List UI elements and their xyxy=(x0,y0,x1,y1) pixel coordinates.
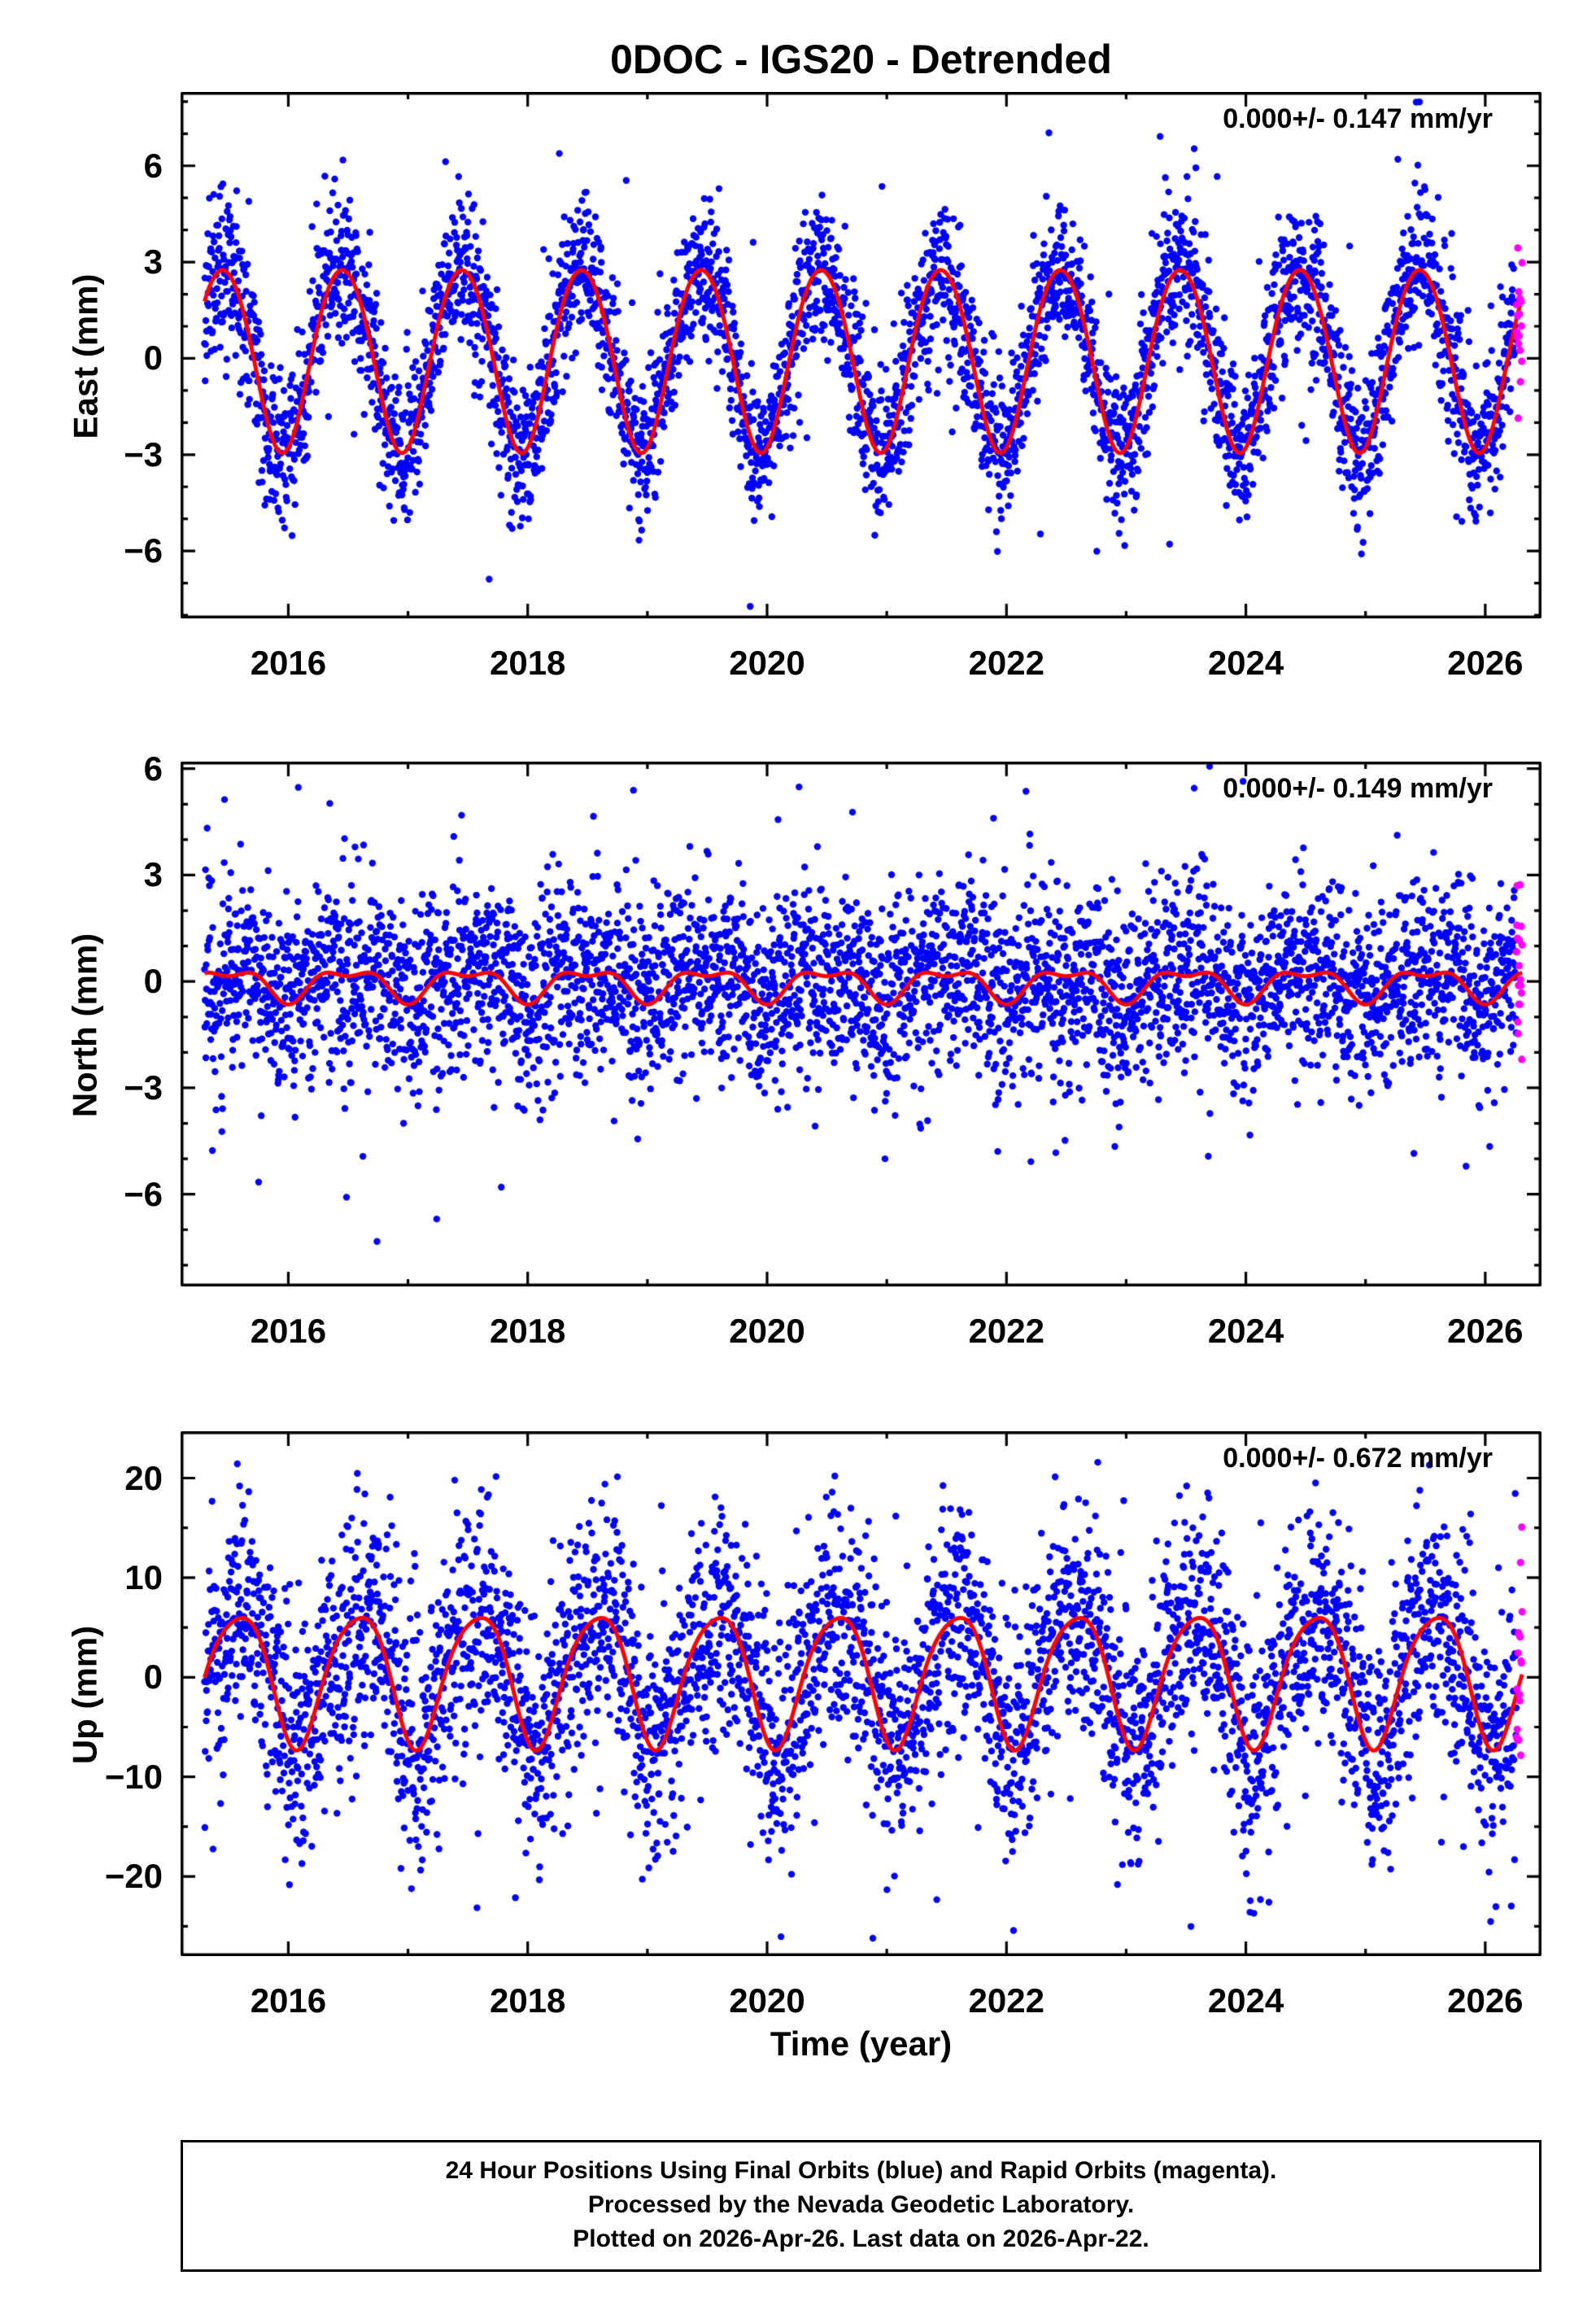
east-panel-plot xyxy=(181,92,1541,618)
plot-title: 0DOC - IGS20 - Detrended xyxy=(610,37,1112,82)
y-tick-label: 6 xyxy=(143,146,163,185)
y-tick-label: 20 xyxy=(124,1458,163,1497)
footer-line-processed-by: Processed by the Nevada Geodetic Laborat… xyxy=(587,2191,1135,2218)
y-tick-label: 0 xyxy=(143,962,163,1001)
north-rate-annotation: 0.000+/- 0.149 mm/yr xyxy=(1223,773,1493,804)
y-tick-label: −3 xyxy=(124,1068,163,1107)
x-tick-label: 2020 xyxy=(729,1312,805,1350)
east-rate-annotation: 0.000+/- 0.147 mm/yr xyxy=(1223,103,1493,134)
y-tick-label: −20 xyxy=(104,1857,163,1896)
x-tick-label: 2026 xyxy=(1447,1312,1524,1350)
footer-line-orbits: 24 Hour Positions Using Final Orbits (bl… xyxy=(445,2157,1277,2184)
x-tick-label: 2022 xyxy=(968,644,1044,682)
x-tick-label: 2016 xyxy=(250,644,327,682)
up-panel-plot xyxy=(181,1431,1541,1956)
y-tick-label: 0 xyxy=(143,338,163,378)
x-tick-label: 2020 xyxy=(729,1981,805,2020)
x-tick-label: 2024 xyxy=(1207,644,1284,682)
x-tick-label: 2026 xyxy=(1447,1981,1524,2020)
y-tick-label: 3 xyxy=(143,855,163,894)
y-tick-label: −10 xyxy=(104,1757,163,1796)
x-axis-label: Time (year) xyxy=(770,2024,953,2063)
x-tick-label: 2018 xyxy=(489,1981,566,2020)
footer-note: 24 Hour Positions Using Final Orbits (bl… xyxy=(181,2140,1541,2272)
x-tick-label: 2022 xyxy=(968,1312,1044,1350)
y-tick-label: 0 xyxy=(143,1657,163,1697)
x-tick-label: 2022 xyxy=(968,1981,1044,2020)
x-tick-label: 2024 xyxy=(1207,1312,1284,1350)
y-tick-label: 10 xyxy=(124,1557,163,1596)
north-panel-plot xyxy=(181,762,1541,1286)
x-tick-label: 2020 xyxy=(729,644,805,682)
y-tick-label: 3 xyxy=(143,242,163,282)
x-tick-label: 2024 xyxy=(1207,1981,1284,2020)
y-tick-label: −3 xyxy=(124,435,163,474)
y-tick-label: 6 xyxy=(143,749,163,788)
y-tick-label: −6 xyxy=(124,1174,163,1213)
x-tick-label: 2016 xyxy=(250,1981,327,2020)
x-tick-label: 2018 xyxy=(489,1312,566,1350)
x-tick-label: 2016 xyxy=(250,1312,327,1350)
up-rate-annotation: 0.000+/- 0.672 mm/yr xyxy=(1223,1443,1493,1474)
footer-line-dates: Plotted on 2026-Apr-26. Last data on 202… xyxy=(573,2225,1149,2252)
x-tick-label: 2018 xyxy=(489,644,566,682)
y-tick-label: −6 xyxy=(124,531,163,570)
x-tick-label: 2026 xyxy=(1447,644,1524,682)
